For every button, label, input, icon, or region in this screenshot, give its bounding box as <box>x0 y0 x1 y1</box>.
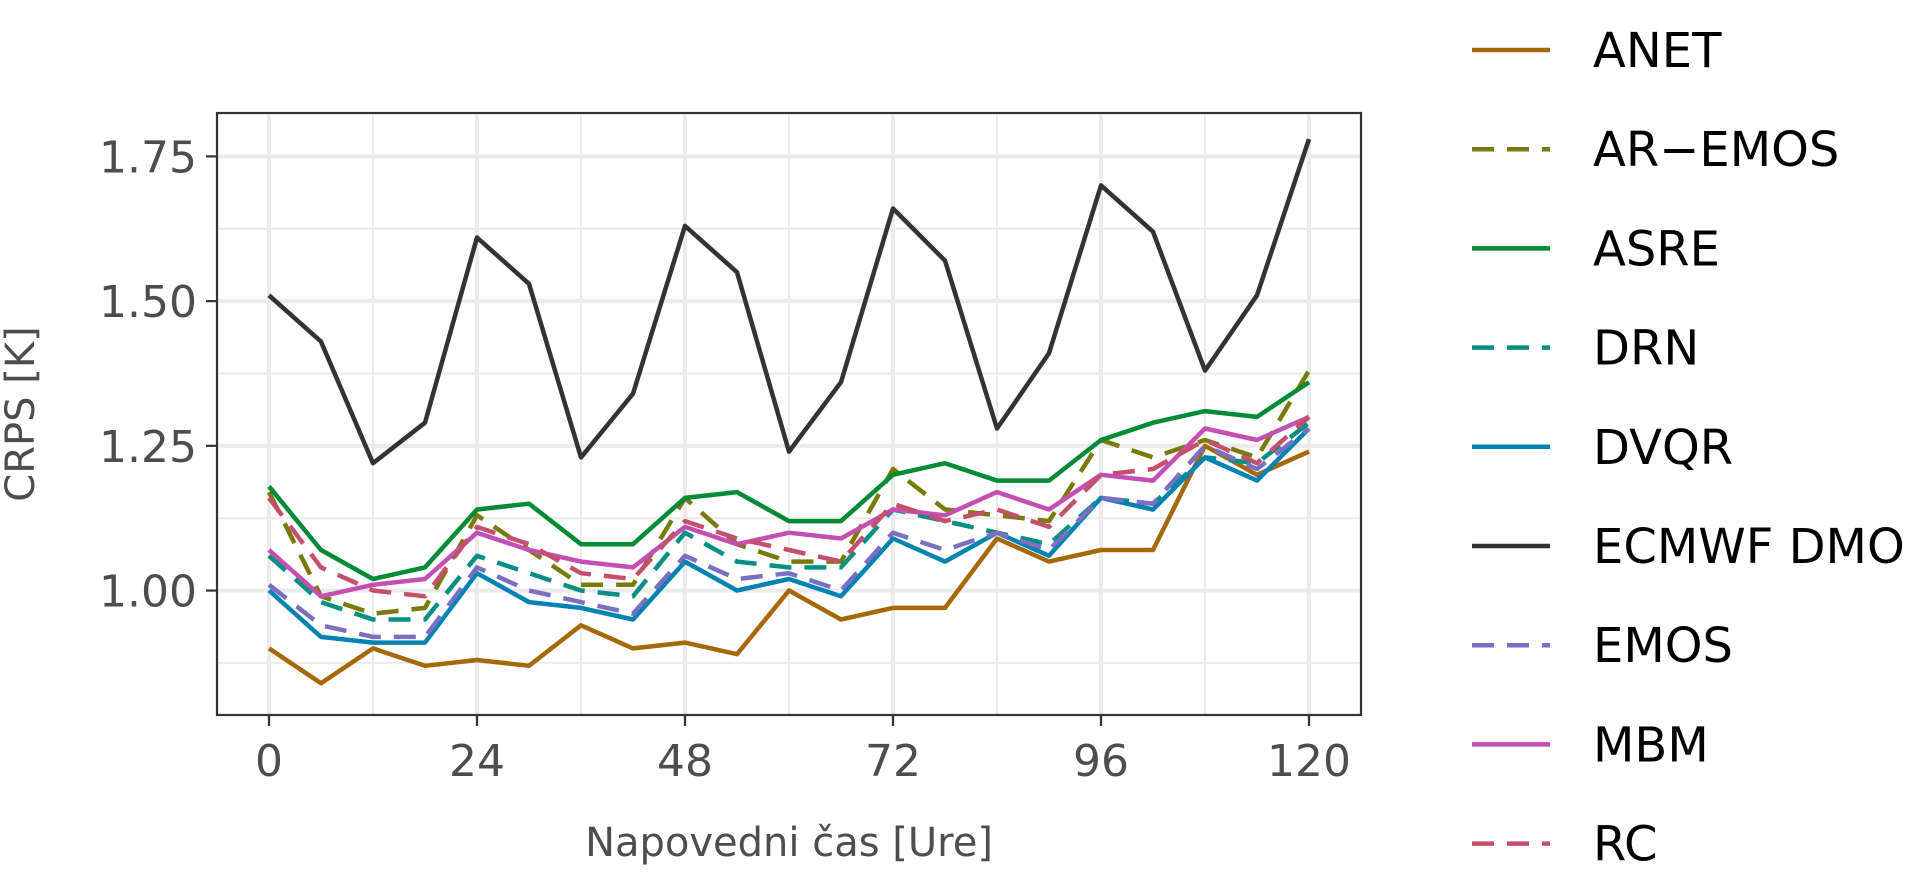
legend-label: EMOS <box>1593 618 1733 674</box>
series-line-mbm <box>267 414 1310 599</box>
legend-label: DVQR <box>1593 420 1733 476</box>
series-line-anet <box>267 443 1310 686</box>
series-line-ar-emos <box>266 369 1311 616</box>
series-line-emos <box>267 426 1311 640</box>
axes: 0 24 48 72 96 120 1.00 1.25 1.50 1.75 <box>99 132 1351 787</box>
x-tick-label: 48 <box>657 736 713 787</box>
x-tick-label: 24 <box>449 736 505 787</box>
series-line-drn <box>267 420 1311 622</box>
x-tick-label: 0 <box>255 736 283 787</box>
legend-label: DRN <box>1593 321 1699 377</box>
series-line-ecmwf-dmo <box>267 138 1312 466</box>
x-tick-label: 120 <box>1267 736 1351 787</box>
series-line-rc <box>267 415 1311 599</box>
y-axis-title: CRPS [K] <box>0 326 44 501</box>
x-tick-label: 72 <box>865 736 921 787</box>
legend-label: ASRE <box>1593 221 1720 277</box>
series-line-dvqr <box>267 426 1311 645</box>
legend: ANET AR−EMOS ASRE DRN DVQR ECMWF DMO EMOS MBM RC <box>1472 23 1905 873</box>
series-line-asre <box>267 380 1311 582</box>
y-tick-label: 1.50 <box>99 277 197 328</box>
y-tick-label: 1.25 <box>99 422 197 473</box>
legend-label: MBM <box>1593 717 1709 773</box>
x-axis-title: Napovedni čas [Ure] <box>585 820 993 866</box>
x-tick-label: 96 <box>1073 736 1129 787</box>
legend-label: ECMWF DMO <box>1593 519 1905 575</box>
legend-label: RC <box>1593 817 1657 873</box>
y-tick-label: 1.00 <box>99 567 197 618</box>
y-tick-label: 1.75 <box>99 132 197 183</box>
legend-label: ANET <box>1593 23 1722 79</box>
plot-panel-border <box>215 111 1363 717</box>
series-lines <box>266 138 1312 686</box>
legend-label: AR−EMOS <box>1593 122 1839 178</box>
